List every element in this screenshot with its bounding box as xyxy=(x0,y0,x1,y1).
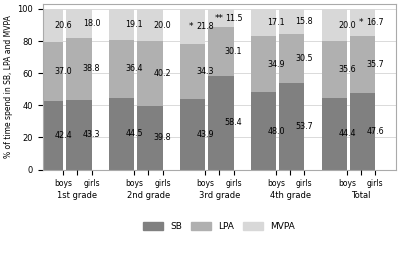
Bar xyxy=(208,9,234,27)
Bar xyxy=(38,102,63,170)
Text: 36.4: 36.4 xyxy=(126,64,143,73)
Text: *: * xyxy=(189,22,194,31)
Text: 15.8: 15.8 xyxy=(296,17,313,26)
Text: 40.2: 40.2 xyxy=(154,69,171,78)
Text: 20.0: 20.0 xyxy=(154,21,171,30)
Text: 47.6: 47.6 xyxy=(366,127,384,136)
Bar xyxy=(109,98,134,170)
Text: 34.9: 34.9 xyxy=(267,60,285,69)
Text: 20.6: 20.6 xyxy=(54,21,72,30)
Bar xyxy=(180,9,205,44)
Bar xyxy=(137,9,162,41)
Text: 38.8: 38.8 xyxy=(83,64,100,73)
Text: 53.7: 53.7 xyxy=(296,122,313,131)
Text: 11.5: 11.5 xyxy=(225,14,242,23)
Bar xyxy=(251,93,276,170)
Text: 39.8: 39.8 xyxy=(154,133,171,142)
Text: 35.6: 35.6 xyxy=(338,65,356,74)
Text: 35.7: 35.7 xyxy=(366,60,384,69)
Text: 34.3: 34.3 xyxy=(196,67,214,76)
Bar xyxy=(66,38,92,100)
Bar xyxy=(350,9,375,36)
Bar xyxy=(38,42,63,102)
Bar xyxy=(251,9,276,37)
Legend: SB, LPA, MVPA: SB, LPA, MVPA xyxy=(140,218,299,235)
Bar xyxy=(66,9,92,38)
Bar xyxy=(279,34,304,83)
Text: 43.3: 43.3 xyxy=(83,130,100,139)
Text: 44.4: 44.4 xyxy=(338,129,356,138)
Text: 37.0: 37.0 xyxy=(54,67,72,76)
Text: **: ** xyxy=(215,14,224,23)
Bar xyxy=(109,40,134,98)
Bar xyxy=(279,83,304,170)
Bar xyxy=(137,106,162,170)
Text: 30.5: 30.5 xyxy=(296,54,313,63)
Bar xyxy=(322,41,347,98)
Bar xyxy=(38,9,63,42)
Text: 17.1: 17.1 xyxy=(267,18,285,27)
Bar xyxy=(350,93,375,170)
Bar xyxy=(109,9,134,40)
Text: 21.8: 21.8 xyxy=(196,22,214,31)
Bar xyxy=(279,9,304,34)
Text: 42.4: 42.4 xyxy=(54,131,72,140)
Bar xyxy=(180,99,205,170)
Text: 44.5: 44.5 xyxy=(126,129,143,138)
Y-axis label: % of time spend in SB, LPA and MVPA: % of time spend in SB, LPA and MVPA xyxy=(4,15,13,158)
Text: 19.1: 19.1 xyxy=(126,20,143,29)
Bar xyxy=(137,41,162,106)
Text: 18.0: 18.0 xyxy=(83,19,100,28)
Text: 30.1: 30.1 xyxy=(225,47,242,56)
Bar xyxy=(208,27,234,76)
Bar xyxy=(322,98,347,170)
Bar xyxy=(208,76,234,170)
Text: 20.0: 20.0 xyxy=(338,21,356,30)
Text: 16.7: 16.7 xyxy=(366,18,384,27)
Bar xyxy=(66,100,92,170)
Text: 43.9: 43.9 xyxy=(196,130,214,139)
Text: *: * xyxy=(359,18,364,27)
Bar xyxy=(322,9,347,41)
Bar xyxy=(350,36,375,93)
Text: 58.4: 58.4 xyxy=(225,118,242,127)
Bar xyxy=(180,44,205,99)
Bar xyxy=(251,37,276,93)
Text: 48.0: 48.0 xyxy=(267,127,285,136)
